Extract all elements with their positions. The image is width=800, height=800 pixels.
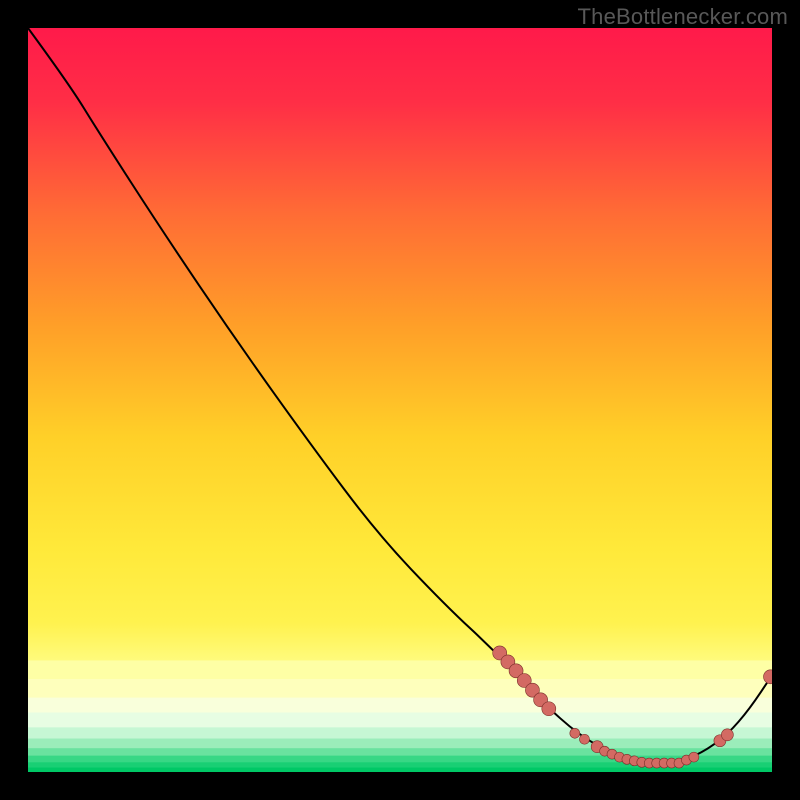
marker-point	[570, 728, 580, 738]
chart-background-band	[28, 679, 772, 698]
watermark-text: TheBottlenecker.com	[578, 4, 788, 30]
chart-background-band	[28, 727, 772, 739]
bottleneck-chart	[28, 28, 772, 772]
chart-holder	[28, 28, 772, 772]
marker-point	[689, 752, 699, 762]
marker-point	[721, 729, 733, 741]
chart-background-band	[28, 660, 772, 679]
chart-background-band	[28, 698, 772, 713]
chart-background-band	[28, 712, 772, 727]
chart-background-band	[28, 748, 772, 756]
chart-background-band	[28, 768, 772, 772]
chart-background-band	[28, 739, 772, 749]
marker-point	[542, 702, 556, 716]
chart-frame: TheBottlenecker.com	[0, 0, 800, 800]
marker-point	[580, 734, 590, 744]
